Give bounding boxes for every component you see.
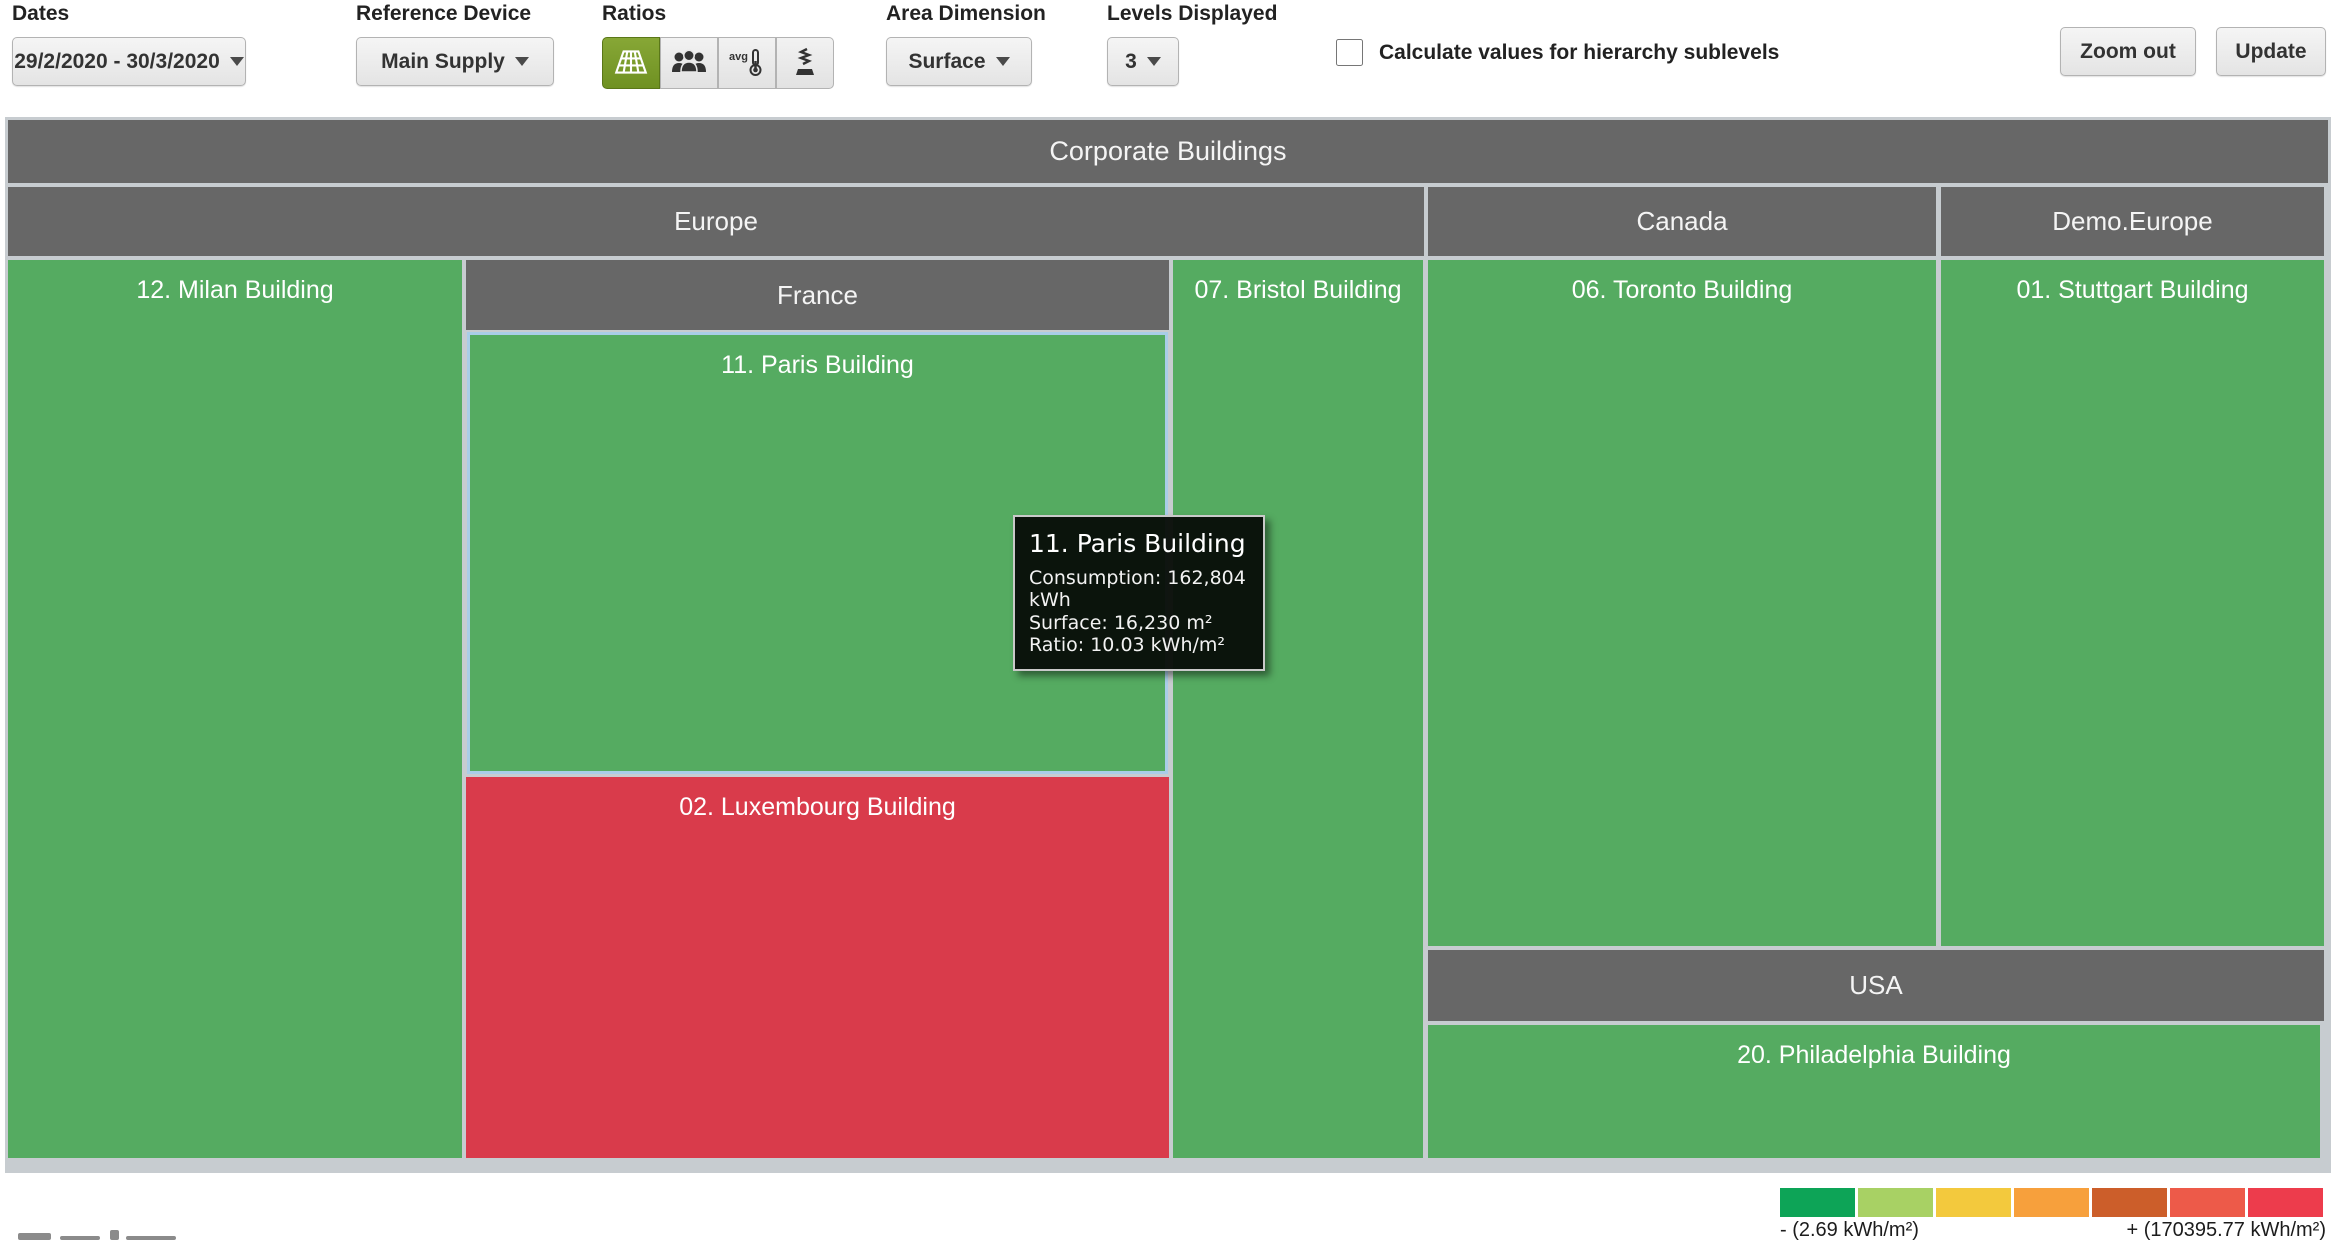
cell-label: 01. Stuttgart Building — [2016, 276, 2249, 304]
levels-displayed-field: Levels Displayed 3 — [1107, 2, 1277, 86]
dates-value: 29/2/2020 - 30/3/2020 — [14, 49, 220, 73]
ratio-button-group: avg — [602, 37, 834, 89]
dates-dropdown[interactable]: 29/2/2020 - 30/3/2020 — [12, 37, 246, 86]
tooltip-ratio: Ratio: 10.03 kWh/m² — [1029, 634, 1226, 657]
treemap-header-usa[interactable]: USA — [1428, 950, 2324, 1021]
degree-days-icon — [787, 47, 823, 80]
reference-device-dropdown[interactable]: Main Supply — [356, 37, 554, 86]
treemap-header-canada[interactable]: Canada — [1428, 187, 1936, 256]
cell-label: 12. Milan Building — [136, 276, 334, 304]
legend-labels: - (2.69 kWh/m²) + (170395.77 kWh/m²) — [1780, 1219, 2326, 1240]
levels-displayed-dropdown[interactable]: 3 — [1107, 37, 1179, 86]
treemap-tooltip: 11. Paris Building Consumption: 162,804 … — [1013, 515, 1265, 671]
treemap-cell-toronto-building[interactable]: 06. Toronto Building — [1428, 260, 1936, 946]
levels-displayed-value: 3 — [1125, 49, 1137, 73]
treemap-header-france[interactable]: France — [466, 260, 1169, 330]
area-dimension-field: Area Dimension Surface — [886, 2, 1046, 86]
tooltip-surface: Surface: 16,230 m² — [1029, 611, 1213, 634]
legend-swatch — [2014, 1188, 2089, 1217]
sublevels-checkbox[interactable] — [1336, 39, 1363, 66]
treemap-cell-philadelphia-building[interactable]: 20. Philadelphia Building — [1428, 1025, 2320, 1158]
treemap-cell-milan-building[interactable]: 12. Milan Building — [8, 260, 462, 1158]
treemap-cell-stuttgart-building[interactable]: 01. Stuttgart Building — [1941, 260, 2324, 946]
legend-min-label: - (2.69 kWh/m²) — [1780, 1219, 1919, 1240]
cell-label: 06. Toronto Building — [1571, 276, 1793, 304]
zoom-out-button[interactable]: Zoom out — [2060, 27, 2196, 76]
legend-swatch-row — [1780, 1188, 2326, 1217]
area-dimension-label: Area Dimension — [886, 2, 1046, 25]
surface-grid-icon — [612, 47, 650, 80]
treemap-header-europe[interactable]: Europe — [8, 187, 1424, 256]
dates-field: Dates 29/2/2020 - 30/3/2020 — [12, 2, 246, 86]
dates-label: Dates — [12, 2, 70, 25]
reference-device-value: Main Supply — [381, 49, 505, 73]
color-scale-legend: - (2.69 kWh/m²) + (170395.77 kWh/m²) — [1780, 1188, 2326, 1240]
legend-swatch — [2248, 1188, 2323, 1217]
ratio-occupancy-button[interactable] — [660, 37, 718, 89]
legend-max-label: + (170395.77 kWh/m²) — [2126, 1219, 2326, 1240]
ratio-degree-days-button[interactable] — [776, 37, 834, 89]
ratios-label: Ratios — [602, 2, 667, 25]
cell-label: 07. Bristol Building — [1194, 276, 1402, 304]
legend-swatch — [1780, 1188, 1855, 1217]
sublevels-checkbox-row: Calculate values for hierarchy sublevels — [1336, 39, 1779, 66]
treemap-header-demo-europe[interactable]: Demo.Europe — [1941, 187, 2324, 256]
ratio-surface-button[interactable] — [602, 37, 660, 89]
caret-down-icon — [229, 57, 244, 66]
ratio-average-temperature-button[interactable]: avg — [718, 37, 776, 89]
legend-swatch — [2092, 1188, 2167, 1217]
area-dimension-dropdown[interactable]: Surface — [886, 37, 1032, 86]
ratios-field: Ratios — [602, 2, 834, 89]
legend-swatch — [2170, 1188, 2245, 1217]
avg-thermometer-icon: avg — [727, 47, 767, 80]
avg-icon-text: avg — [729, 51, 748, 63]
legend-swatch — [1858, 1188, 1933, 1217]
treemap-cell-luxembourg-building[interactable]: 02. Luxembourg Building — [466, 777, 1169, 1158]
treemap-header-corporate-buildings[interactable]: Corporate Buildings — [8, 120, 2328, 183]
cell-label: 02. Luxembourg Building — [679, 793, 956, 821]
tooltip-consumption: Consumption: 162,804 kWh — [1029, 567, 1246, 612]
update-button[interactable]: Update — [2216, 27, 2326, 76]
caret-down-icon — [995, 57, 1010, 66]
cell-label: 20. Philadelphia Building — [1737, 1041, 2011, 1069]
legend-swatch — [1936, 1188, 2011, 1217]
people-icon — [669, 48, 709, 79]
caret-down-icon — [1146, 57, 1161, 66]
area-dimension-value: Surface — [908, 49, 986, 73]
levels-displayed-label: Levels Displayed — [1107, 2, 1278, 25]
tooltip-title: 11. Paris Building — [1029, 529, 1246, 558]
caret-down-icon — [514, 57, 529, 66]
reference-device-label: Reference Device — [356, 2, 532, 25]
cell-label: 11. Paris Building — [721, 351, 914, 379]
treemap-cell-bristol-building[interactable]: 07. Bristol Building — [1173, 260, 1423, 1158]
reference-device-field: Reference Device Main Supply — [356, 2, 554, 86]
sublevels-checkbox-label: Calculate values for hierarchy sublevels — [1379, 40, 1780, 64]
